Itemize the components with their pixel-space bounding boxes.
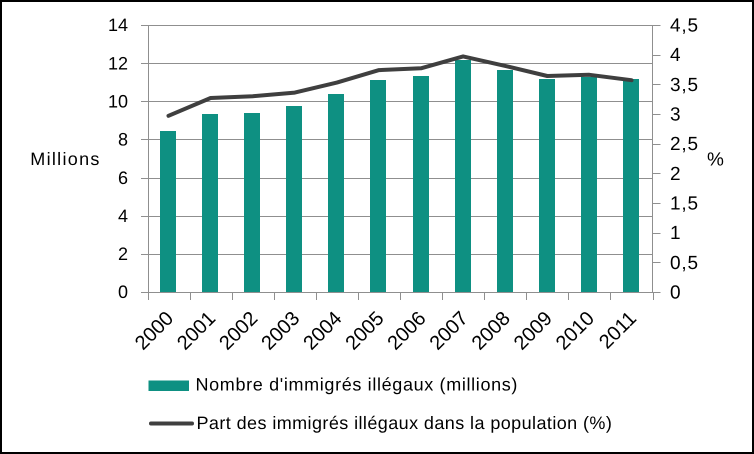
svg-text:2: 2 [118, 244, 128, 264]
svg-text:Part des immigrés illégaux dan: Part des immigrés illégaux dans la popul… [197, 413, 613, 433]
svg-text:0: 0 [118, 282, 128, 302]
svg-text:Nombre d'immigrés illégaux (mi: Nombre d'immigrés illégaux (millions) [196, 375, 519, 395]
svg-text:Millions: Millions [30, 149, 100, 169]
svg-text:3,5: 3,5 [670, 75, 699, 96]
svg-text:2,5: 2,5 [670, 134, 699, 155]
svg-text:1: 1 [670, 223, 681, 244]
svg-text:4: 4 [118, 206, 128, 226]
svg-text:1,5: 1,5 [670, 194, 699, 215]
svg-text:0: 0 [670, 283, 681, 304]
svg-text:10: 10 [108, 92, 128, 112]
svg-text:12: 12 [108, 53, 128, 73]
svg-text:6: 6 [118, 168, 128, 188]
svg-text:4: 4 [670, 45, 681, 66]
svg-text:14: 14 [108, 15, 128, 35]
svg-text:%: % [707, 150, 724, 171]
svg-text:3: 3 [670, 105, 681, 126]
svg-text:4,5: 4,5 [670, 16, 699, 37]
svg-text:2: 2 [670, 164, 681, 185]
svg-text:0,5: 0,5 [670, 253, 699, 274]
svg-text:8: 8 [118, 130, 128, 150]
